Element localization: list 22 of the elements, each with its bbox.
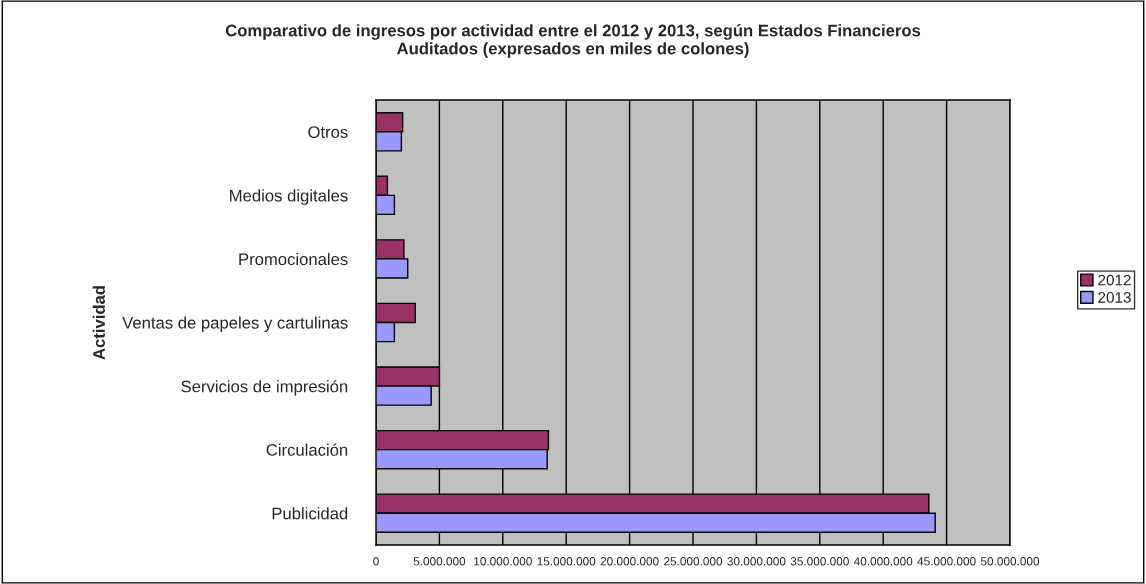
x-tick-label: 50.000.000 (980, 557, 1040, 566)
x-tick-label: 30.000.000 (727, 557, 786, 566)
y-tick-label: Publicidad (272, 507, 348, 520)
y-tick-label: Medios digitales (230, 189, 348, 205)
x-tick-label: 20.000.000 (600, 557, 659, 566)
x-tick-label: 15.000.000 (537, 557, 596, 566)
y-tick-label: Servicios de impresión (181, 379, 348, 396)
x-tick-label: 45.000.000 (917, 557, 976, 566)
x-tick-label: 10.000.000 (474, 557, 532, 566)
y-tick-label: Ventas de papeles y cartulinas (122, 316, 348, 332)
y-tick-label: Otros (308, 126, 348, 138)
x-tick-label: 35.000.000 (790, 557, 849, 566)
y-tick-label: Circulación (266, 443, 348, 456)
legend-label: 2013 (1098, 292, 1131, 303)
x-tick-label: 40.000.000 (853, 557, 913, 566)
legend-label: 2012 (1098, 274, 1131, 286)
chart-title: Comparativo de ingresos por actividad entre el 2012 y 2013, según Estados Financieros Auditados (expresados en miles de colones) (225, 24, 921, 58)
x-tick-label: 25.000.000 (664, 557, 723, 566)
x-tick-label: 0 (373, 557, 379, 566)
y-tick-label: Promocionales (239, 252, 348, 266)
y-axis-title: Actividad (92, 286, 105, 360)
x-tick-label: 5.000.000 (413, 557, 466, 566)
